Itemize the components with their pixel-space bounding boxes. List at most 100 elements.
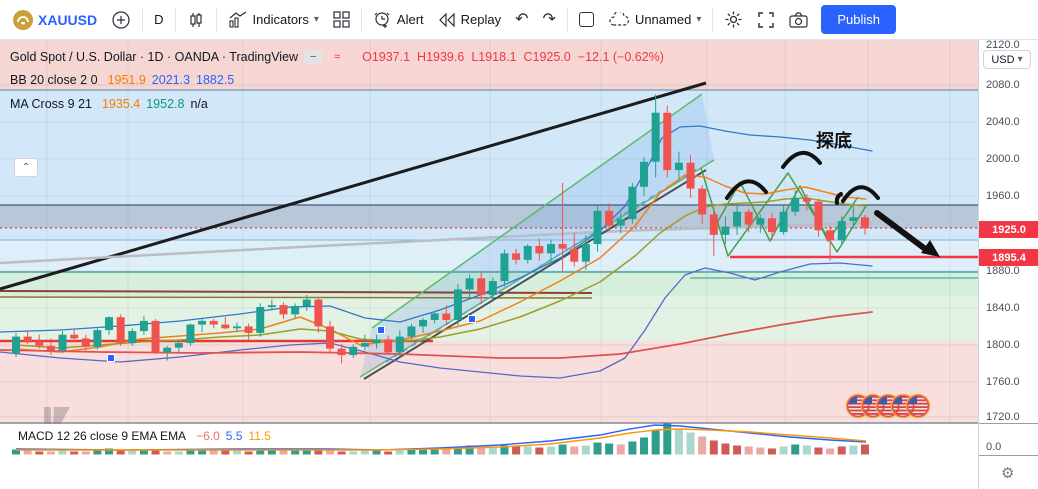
- macd-hist-bar: [58, 450, 67, 455]
- candle: [93, 327, 102, 350]
- macd-hist-bar: [209, 449, 218, 455]
- candle: [802, 194, 811, 211]
- layout-select-button[interactable]: [572, 8, 601, 31]
- symbol-button[interactable]: XAUUSD: [6, 6, 104, 34]
- macd-hist-bar: [326, 450, 335, 455]
- macd-hist-bar: [721, 443, 730, 455]
- macd-hist-bar: [349, 451, 358, 455]
- interval-button[interactable]: D: [147, 8, 170, 31]
- drawing-anchor-handle[interactable]: [468, 315, 476, 323]
- symbol-logo-icon: [13, 9, 33, 30]
- hand-drawn-arc[interactable]: [725, 179, 768, 200]
- publish-button[interactable]: Publish: [821, 5, 896, 34]
- settings-button[interactable]: [717, 6, 750, 33]
- macd-line-curve: [15, 424, 867, 451]
- alert-button[interactable]: Alert: [366, 6, 431, 33]
- compare-add-button[interactable]: [104, 6, 138, 34]
- candle: [767, 212, 776, 240]
- candle: [128, 328, 137, 346]
- probe-bottom-annotation[interactable]: 探底: [816, 131, 852, 152]
- macd-hist-bar: [407, 449, 416, 455]
- ma-cross-value: n/a: [190, 97, 208, 111]
- chart-line[interactable]: [359, 159, 715, 378]
- candle: [814, 198, 823, 237]
- chart-line[interactable]: [0, 296, 593, 299]
- candle: [221, 317, 230, 330]
- undo-button[interactable]: ↶: [508, 8, 535, 32]
- currency-selector[interactable]: USD ▾: [983, 50, 1031, 69]
- chart-line[interactable]: [700, 167, 867, 257]
- collapse-indicators-button[interactable]: ⌃: [14, 158, 38, 177]
- candle: [628, 183, 637, 224]
- replay-rewind-icon: [438, 12, 455, 27]
- down-arrow-line[interactable]: [874, 210, 927, 251]
- hand-drawn-arc[interactable]: [781, 151, 822, 169]
- candle: [232, 322, 241, 332]
- legend-wave-button[interactable]: ≈: [328, 50, 347, 64]
- macd-hist-bar: [651, 430, 660, 455]
- replay-button[interactable]: Replay: [431, 8, 508, 31]
- ma-fast-curve: [15, 174, 867, 353]
- candle: [791, 190, 800, 217]
- candle: [465, 274, 474, 300]
- candle: [395, 330, 404, 357]
- chart-area: Gold Spot / U.S. Dollar · 1D · OANDA · T…: [0, 40, 978, 489]
- redo-button[interactable]: ↷: [536, 8, 563, 32]
- bb-label: BB 20 close 2 0: [10, 73, 98, 87]
- candle: [442, 305, 451, 325]
- indicators-icon: [228, 11, 246, 28]
- indicators-button[interactable]: Indicators ▾: [221, 7, 326, 33]
- hand-drawn-arc[interactable]: [834, 192, 843, 205]
- fullscreen-button[interactable]: [750, 7, 782, 33]
- price-tick: 2040.0: [986, 116, 1020, 128]
- candle: [349, 344, 358, 358]
- down-arrow-head[interactable]: [921, 240, 940, 257]
- hand-drawn-arc[interactable]: [841, 185, 880, 203]
- candle: [849, 206, 858, 229]
- chart-line[interactable]: [0, 221, 873, 265]
- macd-hist-bar: [698, 436, 707, 455]
- ma-cross-legend: MA Cross 9 21 1935.4 1952.8 n/a: [10, 97, 208, 111]
- chart-line[interactable]: [385, 166, 701, 363]
- candle: [837, 216, 846, 245]
- macd-hist-bar: [814, 447, 823, 455]
- us-flag-sticker[interactable]: [845, 393, 871, 419]
- chart-line[interactable]: [363, 169, 707, 380]
- macd-hist-bar: [267, 448, 276, 455]
- candle: [267, 299, 276, 309]
- screenshot-button[interactable]: [782, 8, 815, 32]
- us-flag-sticker[interactable]: [860, 393, 886, 419]
- macd-hist-bar: [733, 445, 742, 455]
- price-chart-canvas[interactable]: [0, 40, 978, 489]
- macd-hist-bar: [570, 446, 579, 455]
- candle: [605, 203, 614, 232]
- macd-hist-bar: [826, 448, 835, 455]
- macd-hist-bar: [163, 451, 172, 455]
- cloud-layout-button[interactable]: Unnamed ▾: [601, 8, 708, 32]
- chevron-down-icon: ▾: [313, 14, 319, 25]
- alert-level-tag: 1895.4: [979, 249, 1038, 266]
- candle: [674, 151, 683, 180]
- macd-hist-bar: [174, 451, 183, 455]
- macd-hist-bar: [70, 451, 79, 455]
- chart-style-button[interactable]: [180, 7, 212, 33]
- macd-hist-bar: [81, 451, 90, 455]
- chart-line[interactable]: [0, 81, 707, 291]
- us-flag-sticker[interactable]: [905, 393, 931, 419]
- pane-divider: [979, 455, 1038, 456]
- toolbar-separator: [215, 8, 217, 31]
- macd-signal-curve: [16, 428, 867, 451]
- legend-minus-button[interactable]: −: [304, 50, 323, 64]
- price-axis[interactable]: 2120.0 USD ▾ 1925.0 1895.4 0.0 ⚙ 2080.0 2…: [978, 39, 1038, 489]
- indicator-templates-button[interactable]: [326, 7, 357, 32]
- candle: [419, 318, 428, 333]
- drawing-anchor-handle[interactable]: [377, 326, 385, 334]
- us-flag-sticker[interactable]: [875, 393, 901, 419]
- macd-hist-bar: [419, 448, 428, 455]
- drawing-anchor-handle[interactable]: [107, 354, 115, 362]
- us-flag-sticker[interactable]: [890, 393, 916, 419]
- axis-settings-icon[interactable]: ⚙: [1001, 465, 1015, 482]
- chart-line[interactable]: [371, 93, 703, 329]
- camera-icon: [789, 11, 808, 28]
